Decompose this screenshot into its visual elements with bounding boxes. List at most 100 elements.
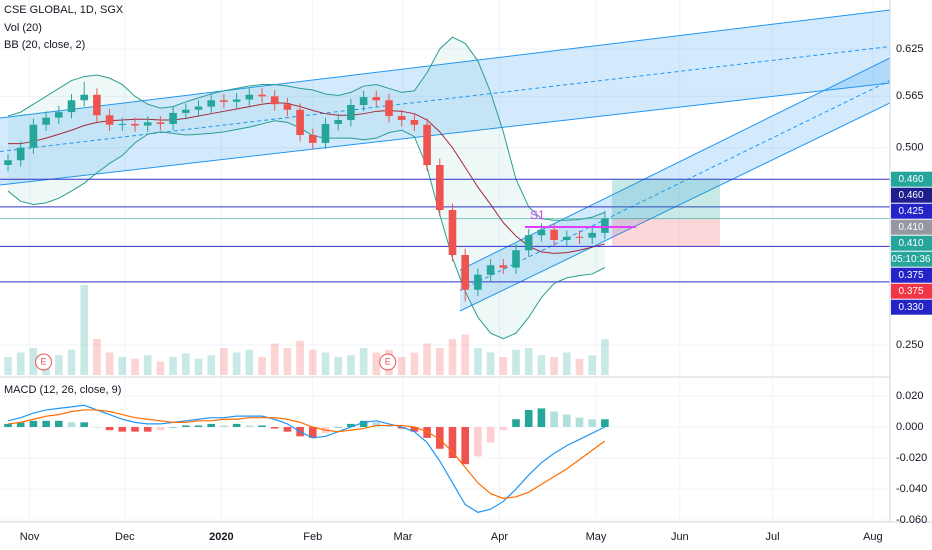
x-tick-label: Aug [863,531,883,543]
macd-histogram [562,414,571,428]
channel-line [0,9,891,119]
bb-lower [7,120,606,340]
x-tick-label: May [586,531,607,543]
candle-body [131,123,139,126]
macd-histogram [156,427,165,431]
volume-bar [448,339,457,375]
macd-histogram [207,423,216,428]
y-tick-label: 0.565 [896,90,924,102]
candle-body [42,117,50,125]
volume-bar [93,339,101,375]
candle-body [562,236,571,240]
candle-body [397,116,406,120]
candle-body [575,236,584,238]
volume-bar [105,352,114,375]
candle-body [156,122,165,124]
candle-body [334,120,343,124]
indicator-label: BB (20, close, 2) [4,39,85,51]
candle-body [143,122,152,126]
volume-bar [372,352,381,375]
volume-bar [156,361,165,375]
candle-body [385,100,393,117]
volume-bar [397,357,406,375]
macd-histogram [283,427,292,432]
channel-line [459,57,891,271]
volume-bar [143,355,152,375]
signal-line [7,409,606,499]
indicator-label: Vol (20) [4,22,42,34]
earnings-marker [379,353,397,371]
candle-body [474,274,482,290]
candle-body [105,115,114,125]
macd-histogram [423,427,431,438]
volume-bar [524,348,533,375]
macd-histogram [118,427,127,432]
bb-fill [8,37,605,339]
price-label: 0.330 [898,302,923,313]
macd-histogram [372,422,381,428]
volume-bar [283,348,292,375]
macd-histogram [474,427,482,457]
macd-histogram [512,419,520,428]
volume-bar [461,334,470,375]
macd-histogram [308,427,317,438]
macd-histogram [169,427,177,428]
earnings-label: E [41,356,47,366]
macd-histogram [93,427,101,428]
candle-body [16,147,25,161]
volume-bar [29,348,38,375]
x-tick-label: Apr [491,531,508,543]
macd-histogram [270,427,279,429]
macd-histogram [359,420,368,428]
volume-bar [512,349,520,375]
candle-body [435,165,444,210]
macd-histogram [194,425,203,428]
macd-histogram [499,427,508,431]
volume-bar [308,349,317,375]
annotation: S1 [530,208,545,222]
candle-body [181,109,190,113]
macd-histogram [67,422,76,428]
volume-bar [601,339,609,375]
candle-body [54,112,63,118]
volume-bar [575,358,584,375]
candle-body [29,124,38,148]
x-tick-label: Dec [115,531,135,543]
macd-histogram [397,427,406,429]
x-tick-label: 2020 [209,531,233,543]
macd-title: MACD (12, 26, close, 9) [4,384,121,396]
candle-body [308,135,317,143]
volume-bar [169,357,177,375]
y-tick-label: 0.250 [896,339,924,351]
plot [0,36,890,375]
macd-histogram [16,422,25,428]
candle-body [67,100,76,113]
volume-bar [474,348,482,375]
candle-body [220,100,228,102]
candle-body [93,94,101,116]
price-label: 0.460 [898,190,923,201]
channel-fill [0,10,890,185]
candle-body [588,232,597,238]
macd-histogram [550,411,558,428]
candle-body [524,235,533,251]
macd-histogram [601,419,609,428]
volume-bar [207,355,216,375]
candle-body [245,94,254,100]
x-tick-label: Jun [671,531,689,543]
y-tick-label: -0.040 [896,483,927,495]
volume-bar [486,352,495,375]
volume-bar [499,357,508,375]
volume-bar [232,352,241,375]
volume-bar [67,349,76,375]
macd-histogram [486,427,495,443]
candle-body [207,100,216,107]
volume-bar [562,352,571,375]
candle-body [359,97,368,105]
price-label: 0.375 [898,286,923,297]
candle-body [169,112,177,124]
price-label-bg [891,283,932,299]
y-tick-label: -0.060 [896,514,927,526]
volume-bar [435,348,444,375]
